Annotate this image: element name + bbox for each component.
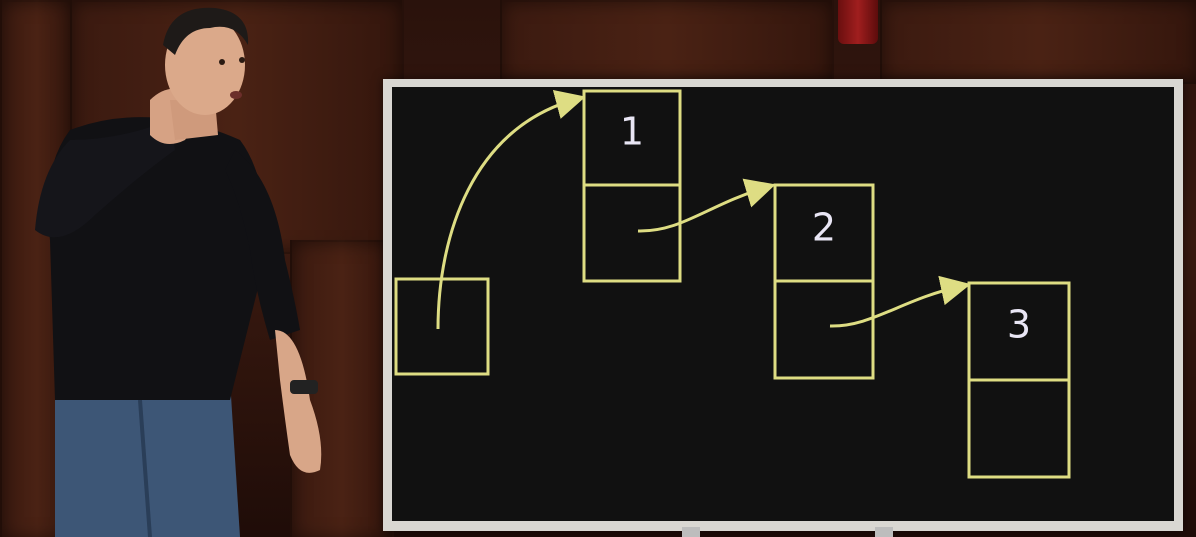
stand-leg-left [682,527,700,537]
arrow-node-2-to-node-3 [829,275,971,328]
node-2-value: 2 [812,206,836,250]
wood-panel-far-right [880,0,1196,84]
pointer-box [394,277,490,376]
lecturer-figure [35,7,322,537]
arrow-node-1-to-node-2 [637,178,776,233]
fire-extinguisher [838,0,878,44]
node-3: 3 [967,281,1071,479]
node-2: 2 [773,183,875,380]
linked-list-diagram: 1 2 3 [394,89,1071,479]
node-3-value: 3 [1007,303,1031,347]
node-1: 1 [582,89,682,283]
arrow-pointer-to-node-1 [436,89,586,330]
linked-list-diagram-board: 1 2 3 [392,87,1174,521]
stand-leg-right [875,527,893,537]
node-1-value: 1 [620,110,644,154]
wood-panel-upper-right [500,0,834,84]
